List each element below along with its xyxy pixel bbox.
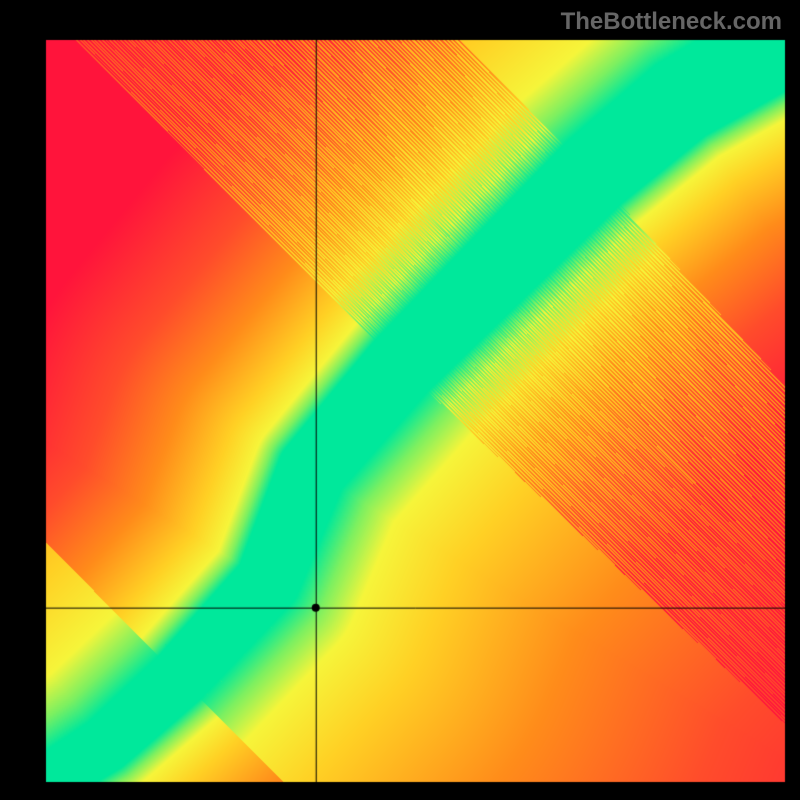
bottleneck-heatmap bbox=[0, 0, 800, 800]
watermark-text: TheBottleneck.com bbox=[561, 8, 782, 36]
